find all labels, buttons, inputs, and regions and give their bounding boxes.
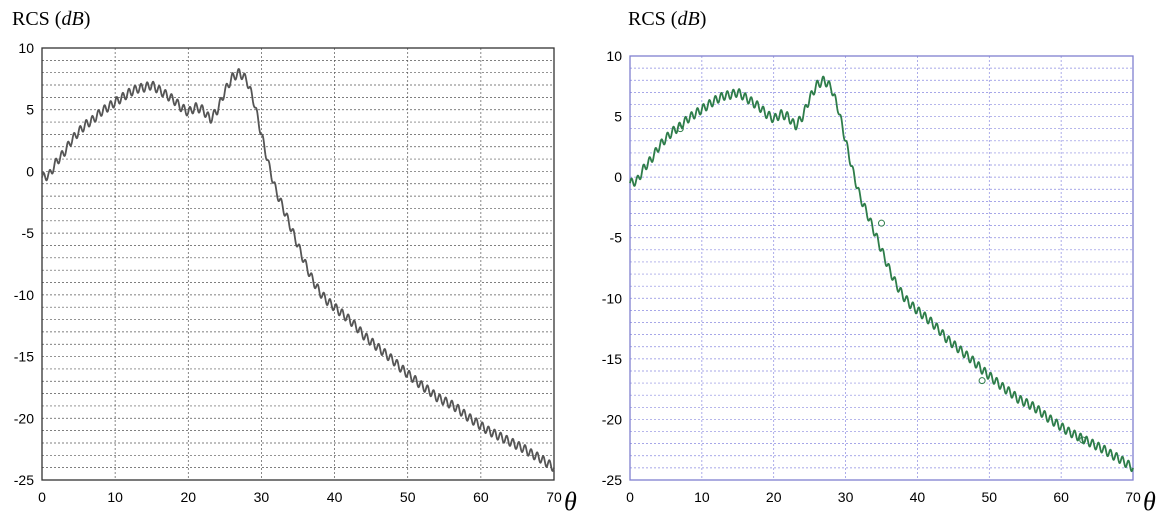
y-axis-title-unit: dB bbox=[677, 8, 700, 30]
x-tick-label: 30 bbox=[838, 489, 854, 505]
y-axis-title: RCS (dB) bbox=[628, 8, 706, 31]
y-axis-title-unit: dB bbox=[61, 8, 84, 30]
x-axis-title: θ bbox=[564, 487, 577, 516]
y-tick-label: 5 bbox=[26, 102, 34, 118]
x-tick-label: 0 bbox=[626, 489, 634, 505]
y-axis-title-prefix: RCS ( bbox=[12, 8, 62, 30]
y-axis-title-suffix: ) bbox=[83, 8, 91, 30]
x-tick-label: 0 bbox=[38, 489, 46, 505]
series-line bbox=[41, 68, 555, 472]
y-tick-label: 10 bbox=[18, 40, 34, 56]
y-tick-label: -25 bbox=[14, 472, 34, 488]
chart-panel-right: RCS (dB) 10 5 0 -5 -10 -15 -20 -25 0 10 20 30 40 50 60… bbox=[590, 0, 1167, 518]
x-tick-label: 10 bbox=[694, 489, 710, 505]
x-tick-label: 40 bbox=[327, 489, 343, 505]
y-tick-label: -10 bbox=[14, 287, 34, 303]
y-axis-title-prefix: RCS ( bbox=[628, 8, 678, 30]
plot-frame bbox=[41, 47, 555, 481]
x-tick-label: 70 bbox=[546, 489, 562, 505]
y-tick-label: 10 bbox=[606, 48, 622, 64]
x-tick-label: 50 bbox=[400, 489, 416, 505]
x-tick-label: 30 bbox=[254, 489, 270, 505]
x-axis-title: θ bbox=[1143, 487, 1156, 516]
y-tick-label: -25 bbox=[602, 472, 622, 488]
x-tick-label: 60 bbox=[473, 489, 489, 505]
x-tick-label: 40 bbox=[910, 489, 926, 505]
y-tick-label: -10 bbox=[602, 290, 622, 306]
x-tick-label: 70 bbox=[1125, 489, 1141, 505]
x-tick-label: 50 bbox=[981, 489, 997, 505]
x-tick-label: 20 bbox=[180, 489, 196, 505]
x-tick-label: 60 bbox=[1053, 489, 1069, 505]
y-tick-label: -20 bbox=[602, 411, 622, 427]
y-tick-label: -5 bbox=[22, 225, 35, 241]
data-marker bbox=[878, 219, 885, 227]
y-tick-label: -15 bbox=[14, 349, 34, 365]
chart-panel-left: RCS (dB) 10 5 0 -5 -10 -15 -20 -25 0 10 20 30 40 50 60… bbox=[12, 8, 577, 516]
y-tick-label: 5 bbox=[614, 109, 622, 125]
data-marker bbox=[676, 125, 684, 133]
x-tick-label: 20 bbox=[766, 489, 782, 505]
y-tick-label: 0 bbox=[26, 163, 34, 179]
y-tick-label: -20 bbox=[14, 410, 34, 426]
y-axis-title-suffix: ) bbox=[699, 8, 707, 30]
plot-frame bbox=[629, 55, 1134, 481]
data-marker bbox=[978, 377, 986, 385]
series-line bbox=[629, 75, 1134, 473]
y-tick-label: 0 bbox=[614, 169, 622, 185]
data-marker bbox=[1079, 436, 1087, 444]
y-axis-title: RCS (dB) bbox=[12, 8, 90, 31]
y-tick-label: -15 bbox=[602, 351, 622, 367]
y-tick-label: -5 bbox=[610, 230, 623, 246]
x-tick-label: 10 bbox=[107, 489, 123, 505]
